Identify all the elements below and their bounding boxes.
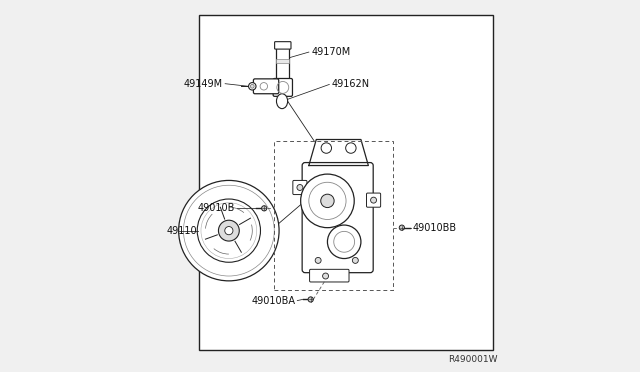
Text: 49149M: 49149M: [184, 79, 223, 89]
FancyBboxPatch shape: [367, 193, 381, 207]
Circle shape: [371, 197, 376, 203]
Circle shape: [353, 257, 358, 263]
Text: R490001W: R490001W: [448, 355, 498, 364]
FancyBboxPatch shape: [293, 180, 307, 195]
Circle shape: [301, 174, 354, 228]
Text: 49110: 49110: [166, 226, 197, 235]
Text: 49010BB: 49010BB: [412, 223, 456, 232]
FancyBboxPatch shape: [275, 42, 291, 49]
Circle shape: [321, 143, 332, 153]
Circle shape: [308, 297, 314, 302]
Text: 49010BA: 49010BA: [252, 296, 296, 306]
FancyBboxPatch shape: [310, 269, 349, 282]
Circle shape: [323, 273, 328, 279]
Circle shape: [297, 185, 303, 190]
Circle shape: [321, 194, 334, 208]
FancyBboxPatch shape: [302, 163, 373, 273]
Circle shape: [262, 206, 267, 211]
Bar: [273, 141, 392, 290]
Circle shape: [399, 225, 404, 230]
Text: 49162N: 49162N: [332, 80, 370, 89]
Circle shape: [225, 227, 233, 235]
Circle shape: [250, 84, 254, 88]
Circle shape: [248, 83, 256, 90]
FancyBboxPatch shape: [273, 78, 292, 96]
Circle shape: [179, 180, 279, 281]
Text: 49170M: 49170M: [311, 47, 350, 57]
FancyBboxPatch shape: [253, 79, 278, 94]
Circle shape: [197, 199, 260, 262]
Circle shape: [328, 225, 361, 259]
Bar: [276, 59, 289, 63]
Ellipse shape: [276, 94, 287, 109]
Circle shape: [315, 257, 321, 263]
Circle shape: [346, 143, 356, 153]
Text: 49010B: 49010B: [198, 203, 235, 213]
Circle shape: [218, 220, 239, 241]
FancyBboxPatch shape: [276, 46, 289, 82]
Bar: [199, 15, 493, 350]
